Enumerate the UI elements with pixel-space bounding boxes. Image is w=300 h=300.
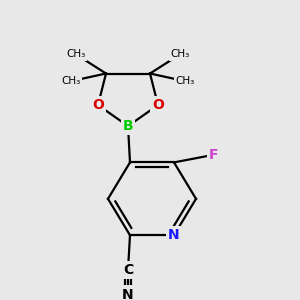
Text: CH₃: CH₃: [61, 76, 81, 86]
Text: O: O: [92, 98, 104, 112]
Text: CH₃: CH₃: [66, 50, 85, 59]
Text: N: N: [168, 228, 180, 242]
Text: F: F: [209, 148, 219, 162]
Text: O: O: [152, 98, 164, 112]
Text: CH₃: CH₃: [176, 76, 195, 86]
Text: B: B: [123, 119, 133, 133]
Text: N: N: [122, 287, 134, 300]
Text: CH₃: CH₃: [170, 50, 190, 59]
Text: C: C: [123, 263, 133, 277]
